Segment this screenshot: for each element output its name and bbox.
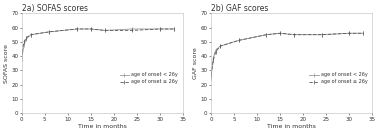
age of onset < 26y [171,28,176,30]
Y-axis label: SOFAS score: SOFAS score [4,44,9,83]
age of onset ≥ 26y [319,34,324,36]
Line: age of onset < 26y: age of onset < 26y [20,27,176,61]
age of onset ≥ 26y [28,34,33,36]
age of onset < 26y [213,50,218,51]
Y-axis label: GAF score: GAF score [193,47,198,79]
age of onset ≥ 26y [24,37,28,38]
age of onset < 26y [158,28,162,30]
Text: 2b) GAF scores: 2b) GAF scores [211,4,268,13]
age of onset ≥ 26y [75,28,79,30]
age of onset < 26y [209,77,213,78]
age of onset ≥ 26y [347,32,352,34]
age of onset ≥ 26y [47,31,52,33]
age of onset ≥ 26y [209,74,213,76]
Line: age of onset ≥ 26y: age of onset ≥ 26y [20,27,176,54]
age of onset ≥ 26y [171,28,176,30]
age of onset < 26y [236,40,241,41]
Legend: age of onset < 26y, age of onset ≥ 26y: age of onset < 26y, age of onset ≥ 26y [119,71,179,85]
Line: age of onset ≥ 26y: age of onset ≥ 26y [209,32,365,76]
age of onset < 26y [22,44,26,45]
age of onset ≥ 26y [213,51,218,53]
age of onset < 26y [28,34,33,36]
age of onset ≥ 26y [218,45,223,47]
age of onset < 26y [292,34,296,36]
age of onset ≥ 26y [89,28,93,30]
age of onset ≥ 26y [236,40,241,41]
age of onset < 26y [361,32,366,34]
age of onset < 26y [347,32,352,34]
age of onset ≥ 26y [278,32,282,34]
age of onset < 26y [75,28,79,30]
age of onset < 26y [218,45,223,47]
Line: age of onset < 26y: age of onset < 26y [209,32,365,79]
Text: 2a) SOFAS scores: 2a) SOFAS scores [22,4,88,13]
X-axis label: Time in months: Time in months [78,124,127,129]
age of onset ≥ 26y [292,34,296,36]
age of onset ≥ 26y [22,41,26,43]
age of onset ≥ 26y [361,32,366,34]
age of onset ≥ 26y [102,30,107,31]
age of onset < 26y [19,58,24,60]
age of onset < 26y [24,38,28,40]
age of onset < 26y [264,34,269,36]
age of onset ≥ 26y [19,51,24,53]
age of onset < 26y [278,32,282,34]
age of onset ≥ 26y [158,28,162,30]
age of onset < 26y [130,28,135,30]
age of onset < 26y [319,34,324,36]
age of onset < 26y [89,28,93,30]
X-axis label: Time in months: Time in months [267,124,316,129]
Legend: age of onset < 26y, age of onset ≥ 26y: age of onset < 26y, age of onset ≥ 26y [308,71,368,85]
age of onset < 26y [211,57,215,58]
age of onset ≥ 26y [264,34,269,36]
age of onset ≥ 26y [211,60,215,61]
age of onset ≥ 26y [130,30,135,31]
age of onset < 26y [102,30,107,31]
age of onset < 26y [47,31,52,33]
